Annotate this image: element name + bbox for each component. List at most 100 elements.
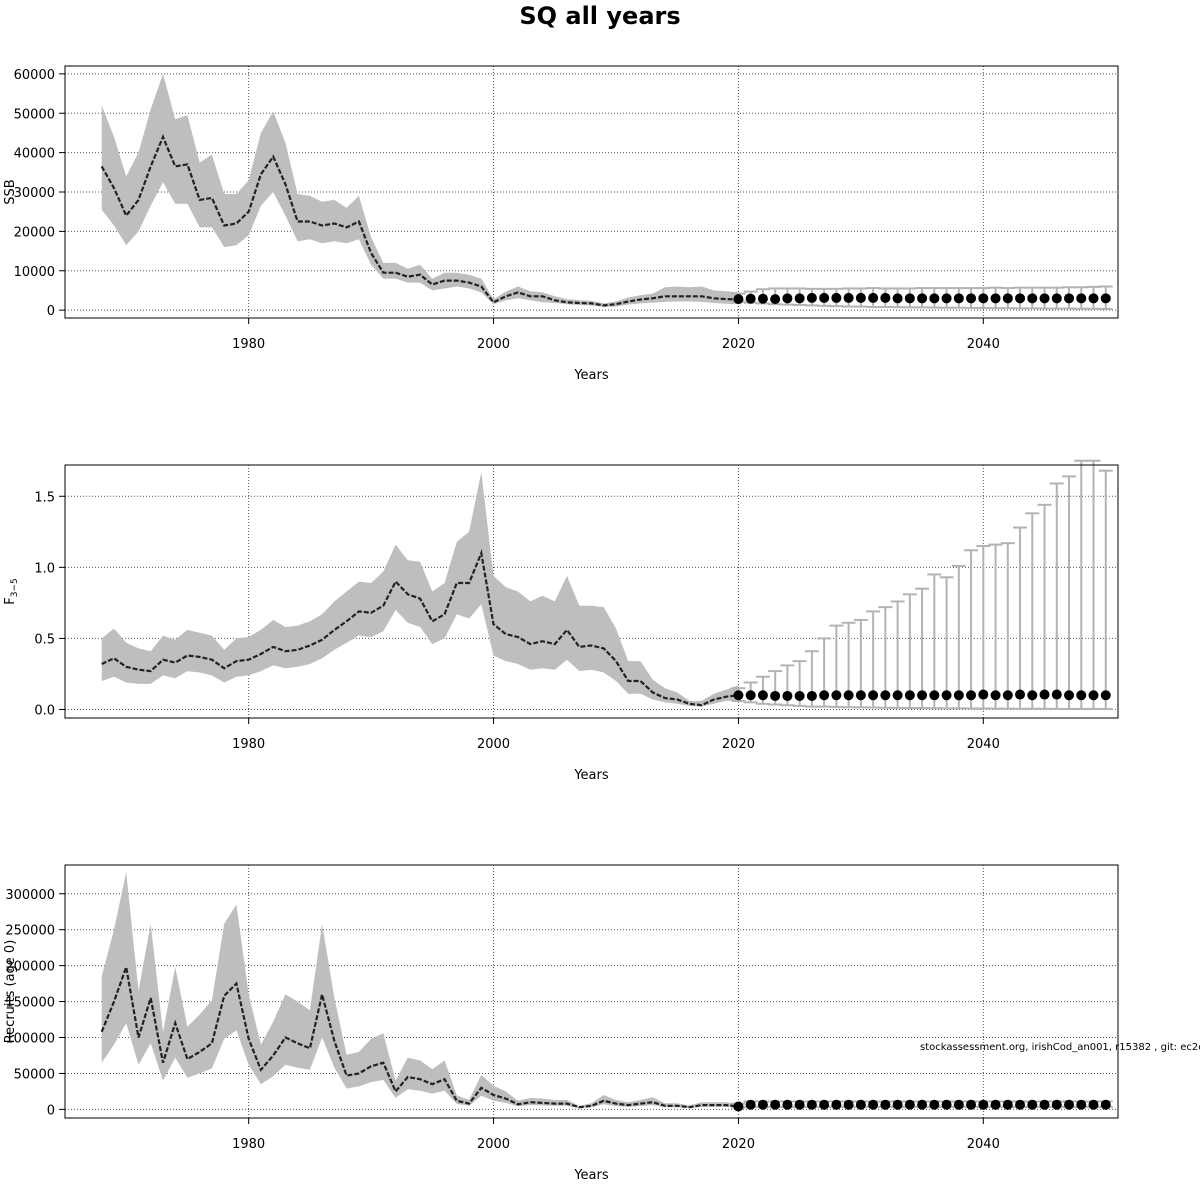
footnote-text: stockassessment.org, irishCod_an001, r15… [920,1042,1200,1053]
recruits-confidence-band [101,872,739,1109]
fbar-panel: 1980 2000 2020 2040 0.0 0.5 1.0 1.5 Years F3−5 [3,459,1119,783]
fbar-estimate-line [101,549,739,707]
fbar-projection-point [1088,690,1099,701]
ssb-projection-point [843,292,854,303]
recruits-projection-point [1076,1099,1087,1110]
fbar-y-tick-label: 1.5 [34,490,55,505]
fbar-projection-point [1039,689,1050,700]
ssb-projection-point [1039,293,1050,304]
ssb-projection-point [953,293,964,304]
recruits-projection-point [941,1099,952,1110]
fbar-x-axis-title: Years [573,768,609,783]
recruits-panel: 1980 2000 2020 2040 0 50000 100000 150000 200000… [3,864,1119,1183]
ssb-y-tick-label: 10000 [14,265,55,280]
ssb-projection-point [892,293,903,304]
ssb-projection-point [868,292,879,303]
recruits-projection-point [843,1099,854,1110]
recruits-projection-point [904,1099,915,1110]
recruits-projection-point [1051,1099,1062,1110]
fbar-projection-point [941,690,952,701]
fbar-projection-point [733,690,744,701]
ssb-y-tick-label: 0 [47,304,55,319]
fbar-projection-point [1051,689,1062,700]
recruits-projection-point [966,1099,977,1110]
fbar-projection-point [855,690,866,701]
ssb-projection-point [1064,293,1075,304]
recruits-projection-point [770,1099,781,1110]
recruits-y-tick-label: 300000 [5,888,55,903]
fbar-projection-point [831,690,842,701]
ssb-y-tick-label: 60000 [14,68,55,83]
ssb-x-tick-label: 1980 [232,337,265,352]
recruits-x-tick-label: 2040 [967,1137,1000,1152]
ssb-estimate-line [100,134,739,307]
recruits-x-tick-label: 1980 [232,1137,265,1152]
ssb-projection-point [978,293,989,304]
recruits-y-tick-label: 0 [47,1103,55,1118]
recruits-projection-point [880,1099,891,1110]
ssb-projection-point [1100,293,1111,304]
recruits-plot-frame [64,864,1119,1119]
recruits-projection-point [794,1099,805,1110]
recruits-y-axis-title: Recruits (age 0) [3,940,18,1044]
fbar-projection-point [770,690,781,701]
recruits-y-tick-label: 250000 [5,924,55,939]
fbar-y-axis-title: F3−5 [3,578,20,604]
fbar-projection-point [892,690,903,701]
fbar-projection-point [1027,690,1038,701]
ssb-x-tick-label: 2000 [477,337,510,352]
ssb-y-tick-label: 30000 [14,186,55,201]
recruits-x-axis-title: Years [573,1168,609,1183]
recruits-projection-point [855,1099,866,1110]
fbar-projection-point [794,690,805,701]
recruits-projection-point [757,1099,768,1110]
fbar-projection-point [868,690,879,701]
ssb-projection-point [929,293,940,304]
recruits-projection-point [819,1099,830,1110]
recruits-projection-point [978,1099,989,1110]
recruits-y-tick-label: 200000 [5,960,55,975]
ssb-projection-point [1002,293,1013,304]
ssb-projection-point [941,293,952,304]
fbar-projection-point [1100,690,1111,701]
recruits-projection-point [990,1099,1001,1110]
recruits-projection-point [892,1099,903,1110]
fbar-projection-point [819,690,830,701]
fbar-projection-point [990,690,1001,701]
ssb-x-tick-label: 2040 [967,337,1000,352]
fbar-projection-point [953,690,964,701]
recruits-projection-point [868,1099,879,1110]
ssb-projection-point [806,292,817,303]
ssb-projection-point [880,292,891,303]
recruits-projection-point [1002,1099,1013,1110]
fbar-y-tick-label: 1.0 [34,561,55,576]
ssb-projection-point [770,294,781,305]
ssb-projection-point [1015,293,1026,304]
ssb-projection-point [819,292,830,303]
ssb-projection-point [917,293,928,304]
fbar-projection-point [1064,690,1075,701]
ssb-projection-point [855,292,866,303]
ssb-x-tick-label: 2020 [722,337,755,352]
ssb-y-axis-title: SSB [3,179,18,204]
recruits-projection-point [782,1099,793,1110]
fbar-projection-point [1015,689,1026,700]
fbar-x-tick-label: 2000 [477,737,510,752]
fbar-confidence-band [101,472,739,707]
fbar-projection-point [904,690,915,701]
ssb-x-axis-title: Years [573,368,609,383]
fbar-x-tick-label: 2020 [722,737,755,752]
recruits-projection-point [831,1099,842,1110]
recruits-y-tick-label: 50000 [14,1067,55,1082]
fbar-y-tick-label: 0.5 [34,632,55,647]
fbar-projection-point [1076,690,1087,701]
figure-title: SQ all years [519,2,681,30]
fbar-x-tick-label: 2040 [967,737,1000,752]
recruits-projection-point [1064,1099,1075,1110]
recruits-projection-point [806,1099,817,1110]
ssb-projection-point [1076,293,1087,304]
fbar-projection-point [782,690,793,701]
fbar-x-tick-label: 1980 [232,737,265,752]
recruits-projection-point [1015,1099,1026,1110]
